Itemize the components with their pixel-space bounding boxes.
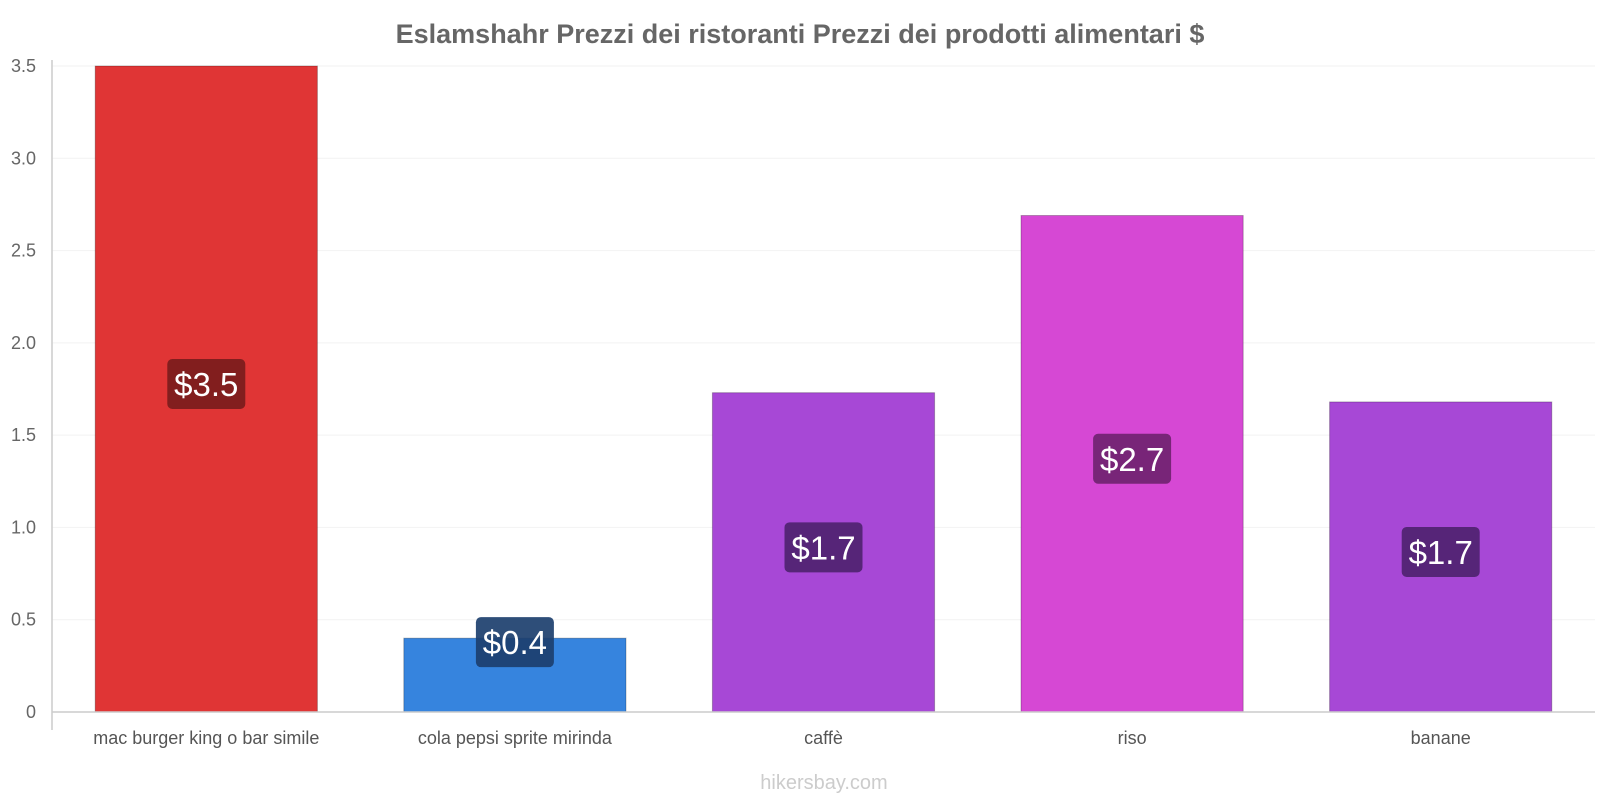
y-tick-label: 3.5 [11, 56, 36, 76]
data-label-box [1401, 526, 1480, 577]
data-label-box [475, 617, 554, 668]
x-tick-label: riso [1118, 728, 1147, 748]
data-label: $3.5 [174, 366, 238, 403]
data-label-box [1093, 433, 1172, 484]
y-tick-label: 0.5 [11, 610, 36, 630]
data-label: $2.7 [1100, 441, 1164, 478]
y-tick-labels: 0 0.5 1.0 1.5 2.0 2.5 3.0 3.5 [11, 56, 36, 722]
data-label-box [167, 359, 246, 409]
data-label-box [784, 522, 863, 573]
x-tick-label: banane [1411, 728, 1471, 748]
data-labels: $3.5 $0.4 $1.7 $2.7 $1.7 [167, 359, 1480, 668]
y-tick-label: 1.0 [11, 517, 36, 537]
data-label: $1.7 [1409, 534, 1473, 571]
bars [94, 65, 1553, 713]
y-tick-label: 1.5 [11, 425, 36, 445]
chart-title: Eslamshahr Prezzi dei ristoranti Prezzi … [396, 19, 1205, 49]
x-tick-label: cola pepsi sprite mirinda [418, 728, 613, 748]
footer-watermark: hikersbay.com [760, 772, 887, 794]
data-label: $1.7 [791, 529, 855, 566]
data-label: $0.4 [483, 624, 547, 661]
y-tick-label: 3.0 [11, 148, 36, 168]
x-tick-label: caffè [804, 728, 843, 748]
y-tick-label: 2.0 [11, 333, 36, 353]
x-tick-labels: mac burger king o bar simile cola pepsi s… [93, 728, 1470, 748]
axes [51, 60, 1595, 730]
x-tick-label: mac burger king o bar simile [93, 728, 319, 748]
y-tick-label: 2.5 [11, 241, 36, 261]
y-tick-label: 0 [26, 702, 36, 722]
